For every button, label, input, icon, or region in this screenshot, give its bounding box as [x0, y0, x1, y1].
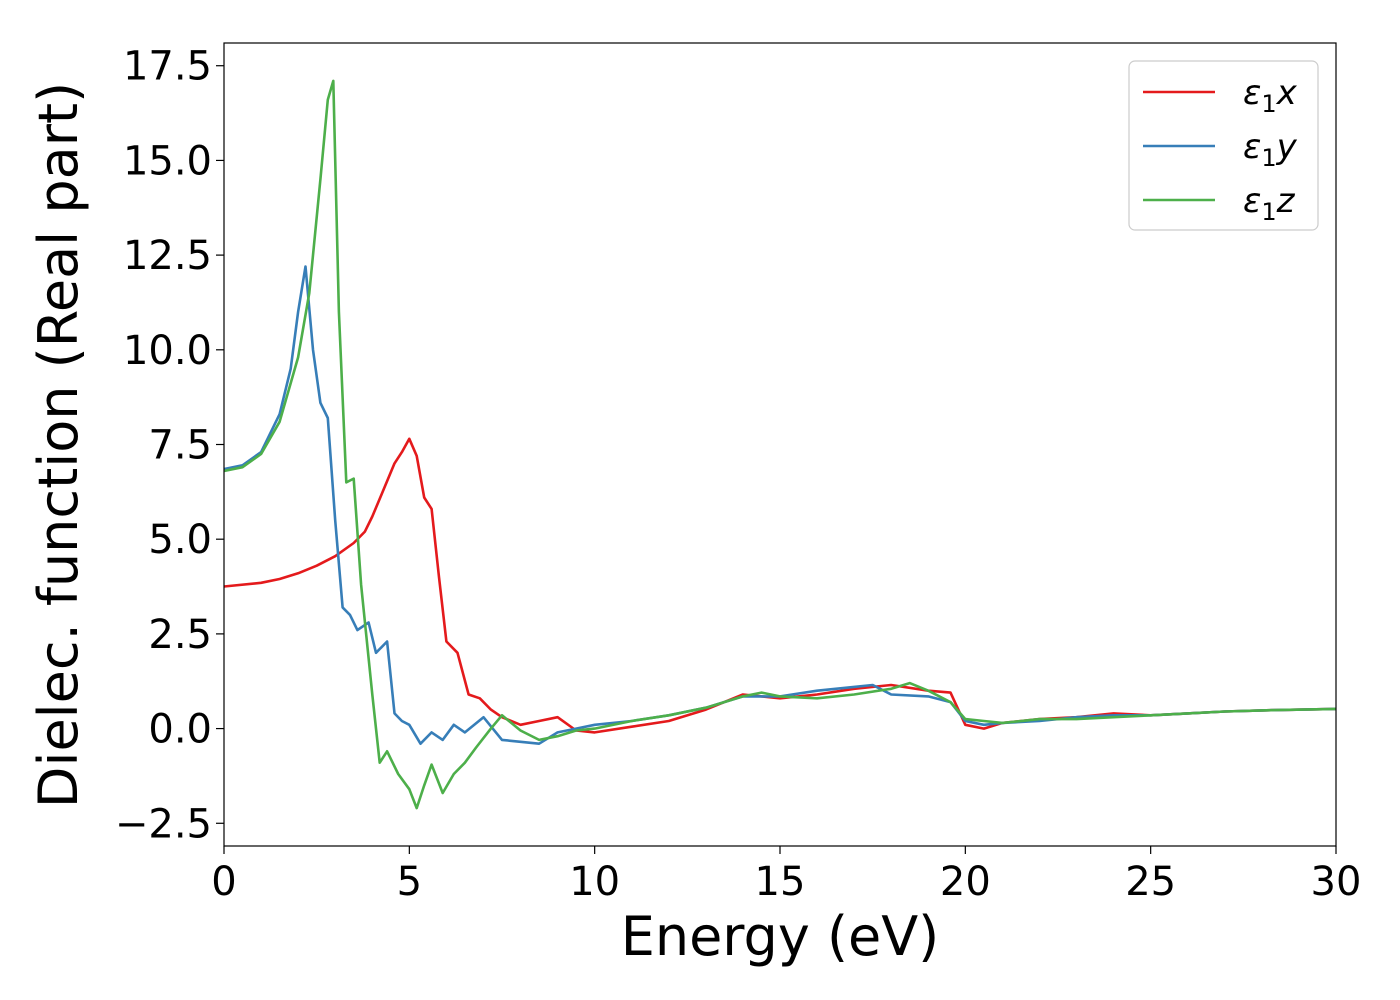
y-tick-label: 5.0 — [148, 517, 212, 563]
y-tick-label: −2.5 — [115, 801, 212, 847]
series-line-z — [224, 79, 1336, 810]
legend-label-z: ε1z — [1243, 181, 1296, 226]
y-tick-label: 12.5 — [123, 233, 212, 279]
legend: ε1x ε1y ε1z — [1128, 60, 1319, 231]
y-tick-label: 10.0 — [123, 328, 212, 374]
y-axis-label: Dielec. function (Real part) — [27, 82, 90, 808]
x-tick-label: 5 — [397, 859, 422, 905]
x-tick-label: 10 — [569, 859, 620, 905]
x-tick-label: 0 — [211, 859, 236, 905]
legend-label-y: ε1y — [1243, 127, 1298, 172]
series-line-y — [224, 265, 1336, 746]
y-tick-label: 0.0 — [148, 707, 212, 753]
x-tick-label: 30 — [1311, 859, 1362, 905]
x-tick-label: 25 — [1125, 859, 1176, 905]
legend-label-x: ε1x — [1243, 73, 1298, 118]
y-tick-label: 17.5 — [123, 44, 212, 90]
legend-box — [1128, 60, 1319, 231]
x-axis-label: Energy (eV) — [621, 905, 940, 968]
y-tick-label: 7.5 — [148, 423, 212, 469]
x-tick-label: 20 — [940, 859, 991, 905]
y-tick-label: 15.0 — [123, 138, 212, 184]
y-tick-label: 2.5 — [148, 612, 212, 658]
x-tick-label: 15 — [755, 859, 806, 905]
